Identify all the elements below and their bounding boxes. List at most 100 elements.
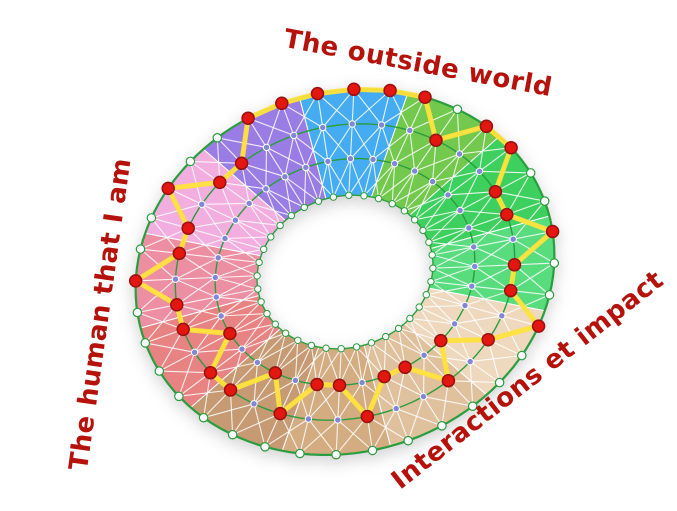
wheel-node-mid[interactable] xyxy=(509,235,517,243)
wheel-node-mid[interactable] xyxy=(245,199,253,208)
wheel-node-mid[interactable] xyxy=(470,243,478,251)
wheel-node-inner[interactable] xyxy=(382,332,390,341)
wheel-node-inner[interactable] xyxy=(352,343,361,351)
wheel-node-mid[interactable] xyxy=(190,348,199,356)
wheel-node-mid[interactable] xyxy=(444,191,452,199)
wheel-node-inner[interactable] xyxy=(428,251,436,259)
wheel-node-inner[interactable] xyxy=(411,216,419,224)
wheel-node-outer[interactable] xyxy=(227,429,238,440)
wheel-node-active[interactable] xyxy=(418,90,432,104)
wheel-node-outer[interactable] xyxy=(331,449,341,460)
wheel-node-outer[interactable] xyxy=(146,213,157,223)
wheel-node-active[interactable] xyxy=(531,319,546,333)
wheel-node-mid[interactable] xyxy=(466,357,474,366)
wheel-node-outer[interactable] xyxy=(516,350,527,361)
wheel-node-mid[interactable] xyxy=(456,206,464,215)
wheel-node-mid[interactable] xyxy=(390,159,399,168)
wheel-node-outer[interactable] xyxy=(154,366,165,376)
wheel-node-mid[interactable] xyxy=(334,416,342,424)
wheel-node-active[interactable] xyxy=(441,373,456,388)
wheel-node-mid[interactable] xyxy=(465,224,473,232)
wheel-node-outer[interactable] xyxy=(260,441,270,452)
wheel-node-mid[interactable] xyxy=(358,378,366,387)
wheel-node-mid[interactable] xyxy=(250,400,258,408)
wheel-node-inner[interactable] xyxy=(253,272,261,280)
wheel-node-mid[interactable] xyxy=(290,131,298,140)
wheel-node-mid[interactable] xyxy=(471,262,479,271)
wheel-node-active[interactable] xyxy=(161,181,175,196)
wheel-node-active[interactable] xyxy=(275,96,289,111)
wheel-node-active[interactable] xyxy=(128,274,143,288)
wheel-node-mid[interactable] xyxy=(231,216,240,224)
wheel-node-mid[interactable] xyxy=(475,167,484,176)
wheel-node-inner[interactable] xyxy=(394,324,403,333)
wheel-node-active[interactable] xyxy=(398,360,412,375)
wheel-node-mid[interactable] xyxy=(377,121,386,129)
wheel-node-mid[interactable] xyxy=(419,392,428,401)
wheel-node-mid[interactable] xyxy=(262,185,270,193)
wheel-node-inner[interactable] xyxy=(337,345,345,353)
wheel-node-active[interactable] xyxy=(310,86,325,101)
wheel-node-active[interactable] xyxy=(332,378,347,393)
wheel-node-active[interactable] xyxy=(503,283,518,298)
wheel-node-mid[interactable] xyxy=(461,301,469,310)
wheel-node-inner[interactable] xyxy=(314,197,323,205)
wheel-node-mid[interactable] xyxy=(198,200,206,209)
wheel-node-mid[interactable] xyxy=(302,163,310,172)
wheel-node-mid[interactable] xyxy=(392,404,400,413)
wheel-node-mid[interactable] xyxy=(253,358,262,367)
wheel-node-outer[interactable] xyxy=(174,391,184,402)
wheel-node-active[interactable] xyxy=(268,366,283,380)
wheel-node-active[interactable] xyxy=(223,326,237,341)
wheel-node-inner[interactable] xyxy=(427,277,435,286)
wheel-node-active[interactable] xyxy=(481,332,495,347)
wheel-node-outer[interactable] xyxy=(132,307,143,318)
wheel-node-mid[interactable] xyxy=(319,123,327,132)
wheel-node-inner[interactable] xyxy=(257,298,265,306)
wheel-node-outer[interactable] xyxy=(525,168,536,178)
wheel-node-inner[interactable] xyxy=(267,233,275,241)
wheel-node-active[interactable] xyxy=(488,184,503,199)
wheel-node-outer[interactable] xyxy=(198,412,209,423)
wheel-node-mid[interactable] xyxy=(411,167,419,175)
wheel-node-outer[interactable] xyxy=(135,244,146,254)
wheel-node-mid[interactable] xyxy=(420,351,428,359)
wheel-node-active[interactable] xyxy=(434,333,448,348)
wheel-node-inner[interactable] xyxy=(281,329,290,337)
wheel-node-outer[interactable] xyxy=(437,420,447,431)
wheel-node-active[interactable] xyxy=(383,83,397,98)
wheel-node-inner[interactable] xyxy=(294,336,302,344)
wheel-node-inner[interactable] xyxy=(419,226,427,235)
wheel-node-outer[interactable] xyxy=(452,104,463,115)
wheel-node-active[interactable] xyxy=(213,175,227,190)
wheel-node-active[interactable] xyxy=(545,224,560,239)
wheel-node-active[interactable] xyxy=(360,409,375,424)
wheel-node-mid[interactable] xyxy=(406,126,414,135)
wheel-node-inner[interactable] xyxy=(255,258,263,267)
wheel-node-active[interactable] xyxy=(170,298,184,312)
wheel-node-mid[interactable] xyxy=(291,376,300,385)
wheel-node-outer[interactable] xyxy=(544,290,555,300)
wheel-node-outer[interactable] xyxy=(367,445,378,456)
wheel-node-outer[interactable] xyxy=(539,196,550,206)
wheel-node-mid[interactable] xyxy=(455,150,464,158)
wheel-node-inner[interactable] xyxy=(254,285,262,293)
wheel-node-mid[interactable] xyxy=(346,155,355,163)
wheel-node-mid[interactable] xyxy=(217,312,225,320)
wheel-node-mid[interactable] xyxy=(212,293,221,301)
wheel-node-mid[interactable] xyxy=(324,157,332,166)
wheel-node-inner[interactable] xyxy=(322,344,330,352)
wheel-node-active[interactable] xyxy=(310,377,324,392)
wheel-node-inner[interactable] xyxy=(367,339,376,347)
wheel-node-inner[interactable] xyxy=(374,194,383,203)
wheel-node-active[interactable] xyxy=(500,207,514,222)
wheel-node-mid[interactable] xyxy=(428,177,437,186)
wheel-node-mid[interactable] xyxy=(214,254,222,262)
wheel-node-active[interactable] xyxy=(377,369,391,384)
wheel-node-inner[interactable] xyxy=(300,203,308,212)
wheel-node-outer[interactable] xyxy=(295,448,305,459)
wheel-node-mid[interactable] xyxy=(221,234,229,243)
wheel-node-mid[interactable] xyxy=(262,143,271,152)
wheel-node-outer[interactable] xyxy=(494,377,505,388)
wheel-node-inner[interactable] xyxy=(307,341,316,350)
